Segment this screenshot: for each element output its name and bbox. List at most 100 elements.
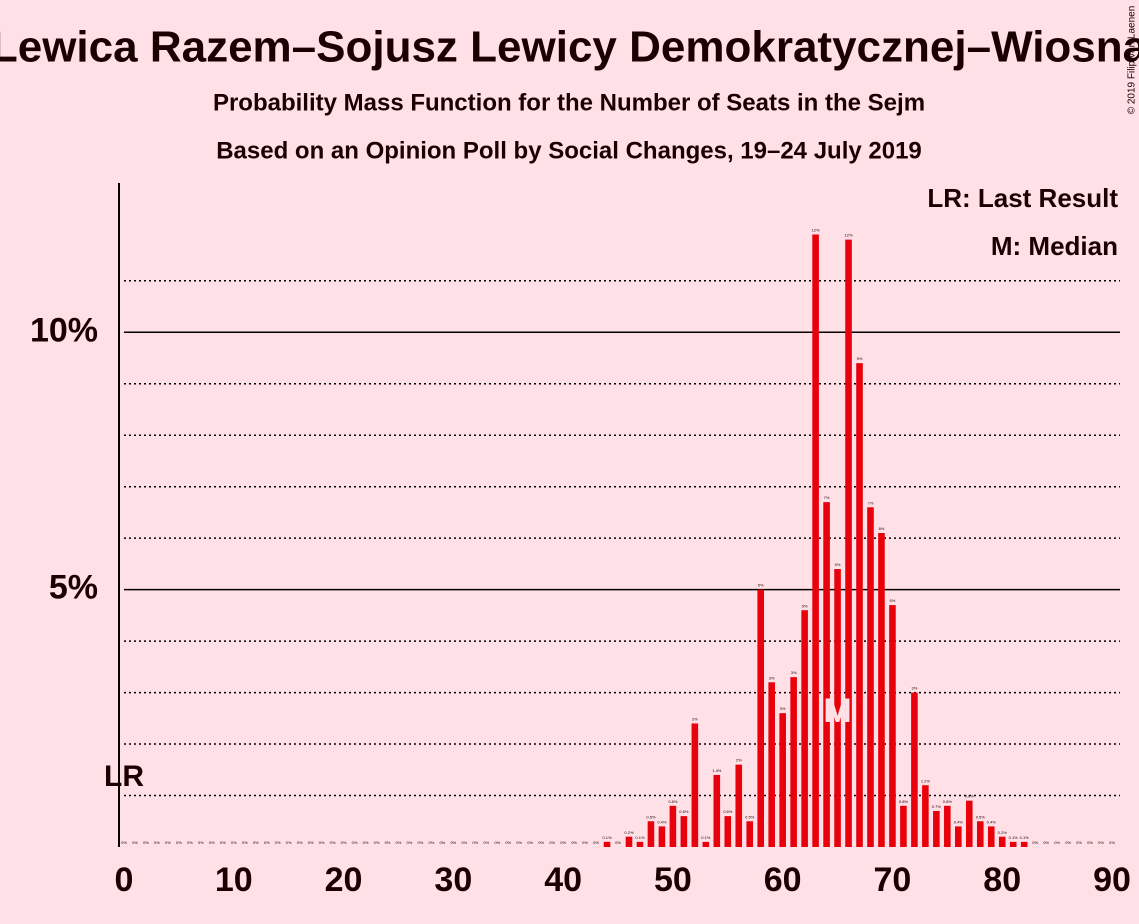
median-label: M (823, 692, 851, 730)
value-label: 6% (879, 526, 885, 531)
value-label: 0% (461, 840, 467, 845)
value-label: 0% (154, 840, 160, 845)
value-label: 0% (385, 840, 391, 845)
bar (1020, 841, 1028, 847)
value-label: 0% (363, 840, 369, 845)
value-label: 0% (231, 840, 237, 845)
value-label: 0% (308, 840, 314, 845)
bar (823, 502, 830, 847)
value-label: 5% (890, 598, 896, 603)
value-label: 12% (812, 228, 820, 233)
value-label: 0% (319, 840, 325, 845)
value-label: 5% (758, 583, 764, 588)
bar (922, 785, 929, 847)
bar (757, 589, 765, 847)
value-label: 3% (769, 675, 775, 680)
value-label: 0% (143, 840, 149, 845)
bar (801, 610, 808, 847)
bar (680, 816, 688, 847)
bar (933, 810, 940, 847)
bar (867, 507, 874, 847)
value-label: 0.6% (679, 809, 689, 814)
value-label: 0.2% (624, 830, 634, 835)
value-label: 0% (472, 840, 478, 845)
value-label: 0.1% (1009, 835, 1019, 840)
value-label: 0.7% (932, 804, 942, 809)
value-label: 1.4% (712, 768, 722, 773)
value-label: 0% (571, 840, 577, 845)
value-label: 0.1% (602, 835, 612, 840)
bar (658, 826, 666, 847)
subtitle: Probability Mass Function for the Number… (213, 89, 925, 116)
value-label: 0.2% (998, 830, 1008, 835)
value-label: 0.4% (657, 819, 667, 824)
bar (669, 805, 677, 847)
value-label: 0.1% (701, 835, 711, 840)
value-label: 0% (407, 840, 413, 845)
value-label: 0% (1098, 840, 1104, 845)
value-label: 0.6% (723, 809, 733, 814)
value-label: 2% (736, 758, 742, 763)
bar (812, 234, 819, 847)
value-label: 0% (1087, 840, 1093, 845)
value-label: 5% (802, 603, 808, 608)
y-tick-label: 10% (30, 311, 98, 349)
value-label: 0.8% (668, 799, 678, 804)
value-label: 0% (253, 840, 259, 845)
value-label: 0% (198, 840, 204, 845)
x-tick-label: 20 (325, 861, 363, 899)
x-tick-label: 30 (434, 861, 472, 899)
value-label: 3% (912, 686, 918, 691)
bar (889, 605, 896, 847)
value-label: 0% (1032, 840, 1038, 845)
value-label: 0.5% (976, 814, 986, 819)
value-label: 5% (835, 562, 841, 567)
value-label: 0% (1054, 840, 1060, 845)
value-label: 0% (483, 840, 489, 845)
value-label: 9% (857, 356, 863, 361)
x-tick-label: 60 (764, 861, 802, 899)
value-label: 0.1% (635, 835, 645, 840)
value-label: 0.4% (954, 819, 964, 824)
subtitle: Based on an Opinion Poll by Social Chang… (216, 137, 922, 164)
value-label: 12% (845, 233, 853, 238)
value-label: 0% (538, 840, 544, 845)
bar (691, 723, 699, 847)
value-label: 0% (209, 840, 215, 845)
copyright: © 2019 Filip van Laenen (1127, 6, 1138, 115)
value-label: 0% (396, 840, 402, 845)
value-label: 0% (275, 840, 281, 845)
value-label: 0% (428, 840, 434, 845)
bar (735, 764, 743, 847)
x-tick-label: 90 (1093, 861, 1131, 899)
bar (768, 682, 775, 847)
value-label: 0.9% (965, 794, 975, 799)
value-label: 0% (242, 840, 248, 845)
value-label: 0% (176, 840, 182, 845)
value-label: 0% (165, 840, 171, 845)
legend-entry: LR: Last Result (927, 183, 1118, 213)
bar (790, 677, 797, 847)
x-tick-label: 10 (215, 861, 253, 899)
y-tick-label: 5% (49, 569, 98, 607)
value-label: 0% (516, 840, 522, 845)
value-label: 3% (791, 670, 797, 675)
value-label: 0% (341, 840, 347, 845)
value-label: 0% (286, 840, 292, 845)
bar (987, 826, 995, 847)
x-tick-label: 70 (874, 861, 912, 899)
bar (724, 816, 732, 847)
bar (944, 805, 951, 847)
value-label: 0% (1109, 840, 1115, 845)
value-label: 0% (330, 840, 336, 845)
bar (856, 363, 863, 847)
value-label: 2% (692, 717, 698, 722)
value-label: 0.5% (646, 814, 656, 819)
value-label: 0% (187, 840, 193, 845)
bar (911, 692, 918, 847)
value-label: 0.4% (987, 819, 997, 824)
value-label: 0% (132, 840, 138, 845)
value-label: 0% (1076, 840, 1082, 845)
